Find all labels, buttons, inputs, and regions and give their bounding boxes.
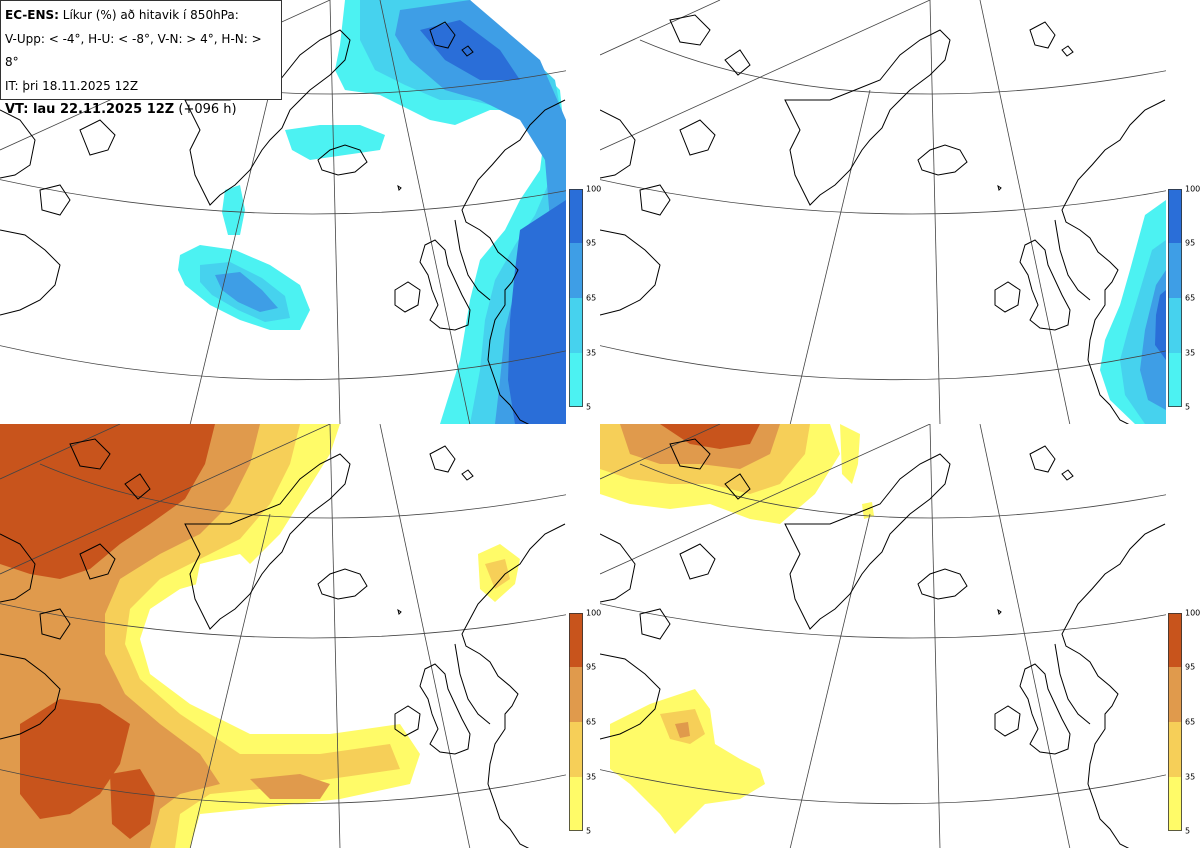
colorbar-tick: 5 — [1185, 402, 1191, 412]
colorbar-tick: 35 — [586, 348, 597, 358]
colorbar-tick: 65 — [1185, 293, 1196, 303]
lead-time: (+096 h) — [178, 102, 237, 117]
colorbar-tick: 35 — [586, 772, 597, 782]
colorbar-v-upp: 100 95 65 35 5 — [569, 185, 601, 412]
colorbar-tick: 35 — [1185, 772, 1196, 782]
colorbar-tick: 65 — [1185, 717, 1196, 727]
colorbar-tick: 95 — [586, 238, 597, 248]
colorbar-tick: 95 — [1185, 238, 1196, 248]
colorbar-tick: 65 — [586, 293, 597, 303]
colorbar-tick: 65 — [586, 717, 597, 727]
colorbar-tick: 95 — [1185, 662, 1196, 672]
colorbar-tick: 35 — [1185, 348, 1196, 358]
info-box: EC-ENS: Líkur (%) að hitavik í 850hPa: V… — [0, 0, 282, 117]
colorbar-tick: 5 — [586, 402, 592, 412]
colorbar-tick: 100 — [586, 184, 602, 194]
colorbar-tick: 5 — [586, 826, 592, 836]
colorbar-v-n: 100 95 65 35 5 — [569, 609, 601, 836]
map-panel-h-u — [600, 0, 1166, 424]
colorbar-tick: 100 — [586, 608, 602, 618]
colorbar-tick: 100 — [1185, 184, 1200, 194]
title-prefix: EC-ENS: — [5, 8, 59, 22]
map-panel-h-n — [600, 424, 1166, 848]
colorbar-tick: 100 — [1185, 608, 1200, 618]
title-line: EC-ENS: Líkur (%) að hitavik í 850hPa: — [5, 4, 277, 28]
colorbar-h-u: 100 95 65 35 5 — [1168, 185, 1200, 412]
valid-time-line: VT: lau 22.11.2025 12Z (+096 h) — [5, 98, 277, 122]
colorbar-tick: 5 — [1185, 826, 1191, 836]
colorbar-h-n: 100 95 65 35 5 — [1168, 609, 1200, 836]
colorbar-tick: 95 — [586, 662, 597, 672]
title-rest: Líkur (%) að hitavik í 850hPa: — [62, 8, 239, 22]
legend-line: V-Upp: < -4°, H-U: < -8°, V-N: > 4°, H-N… — [5, 31, 262, 70]
issue-time: IT: þri 18.11.2025 12Z — [5, 78, 139, 93]
map-panel-v-n — [0, 424, 566, 848]
valid-time: VT: lau 22.11.2025 12Z — [5, 102, 175, 117]
